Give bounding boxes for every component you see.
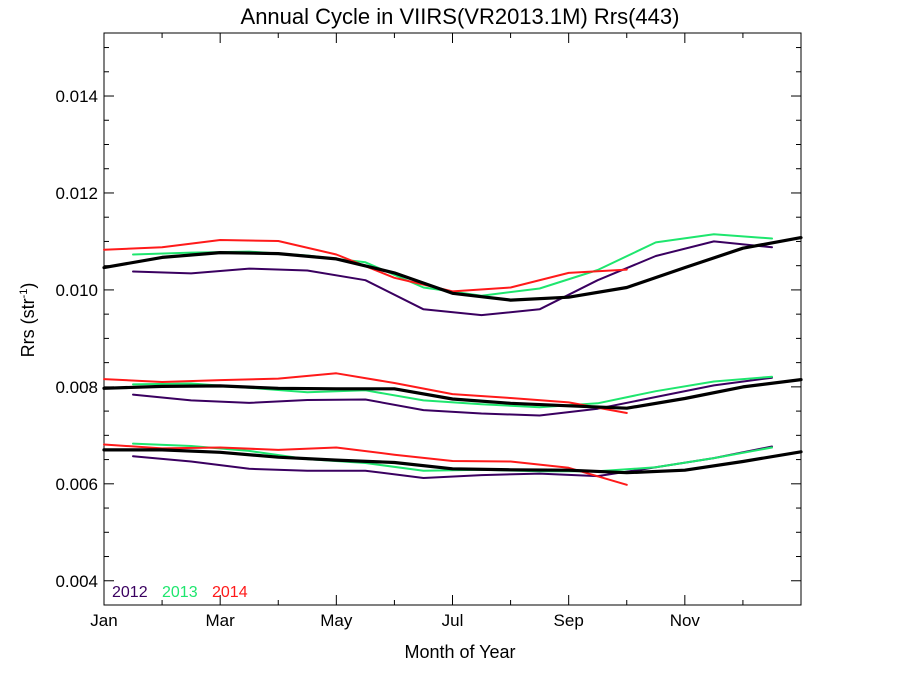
- series-line-2013-0: [132, 233, 773, 297]
- series-line-climatology-0: [102, 236, 803, 302]
- series-line-climatology-2: [102, 448, 803, 475]
- x-axis-ticks: Jan Mar May Jul Sep Nov: [90, 33, 802, 630]
- y-tick-label: 0.010: [55, 281, 98, 300]
- series-line-climatology-1: [102, 378, 803, 410]
- x-tick-label: Mar: [206, 611, 236, 630]
- y-tick-label: 0.014: [55, 87, 98, 106]
- x-tick-label: May: [320, 611, 353, 630]
- series-line-2012-1: [132, 376, 773, 417]
- legend-item-2013: 2013: [162, 584, 198, 601]
- y-tick-label: 0.012: [55, 184, 98, 203]
- x-tick-label: Jan: [90, 611, 117, 630]
- y-tick-label: 0.004: [55, 572, 98, 591]
- series-line-2014-2: [103, 443, 628, 486]
- legend: 2012 2013 2014: [112, 584, 248, 601]
- legend-item-2014: 2014: [212, 584, 248, 601]
- legend-item-2012: 2012: [112, 584, 148, 601]
- y-tick-label: 0.008: [55, 378, 98, 397]
- x-axis-label: Month of Year: [404, 642, 515, 662]
- y-axis-label-main: Rrs (str: [18, 298, 38, 357]
- x-tick-label: Jul: [442, 611, 464, 630]
- y-axis-label-close: ): [18, 283, 38, 289]
- series-line-2012-2: [132, 445, 773, 479]
- chart-title: Annual Cycle in VIIRS(VR2013.1M) Rrs(443…: [241, 4, 680, 29]
- y-axis-label-sup: -1: [18, 289, 30, 299]
- y-axis-ticks: 0.004 0.006 0.008 0.010 0.012 0.014: [55, 47, 801, 606]
- y-axis-label: Rrs (str-1): [18, 283, 38, 358]
- x-tick-label: Nov: [670, 611, 701, 630]
- series-line-2012-0: [132, 240, 773, 317]
- x-tick-label: Sep: [554, 611, 584, 630]
- plot-frame: [103, 32, 802, 606]
- y-tick-label: 0.006: [55, 475, 98, 494]
- series-layer: [102, 233, 803, 486]
- series-line-2014-1: [103, 372, 628, 414]
